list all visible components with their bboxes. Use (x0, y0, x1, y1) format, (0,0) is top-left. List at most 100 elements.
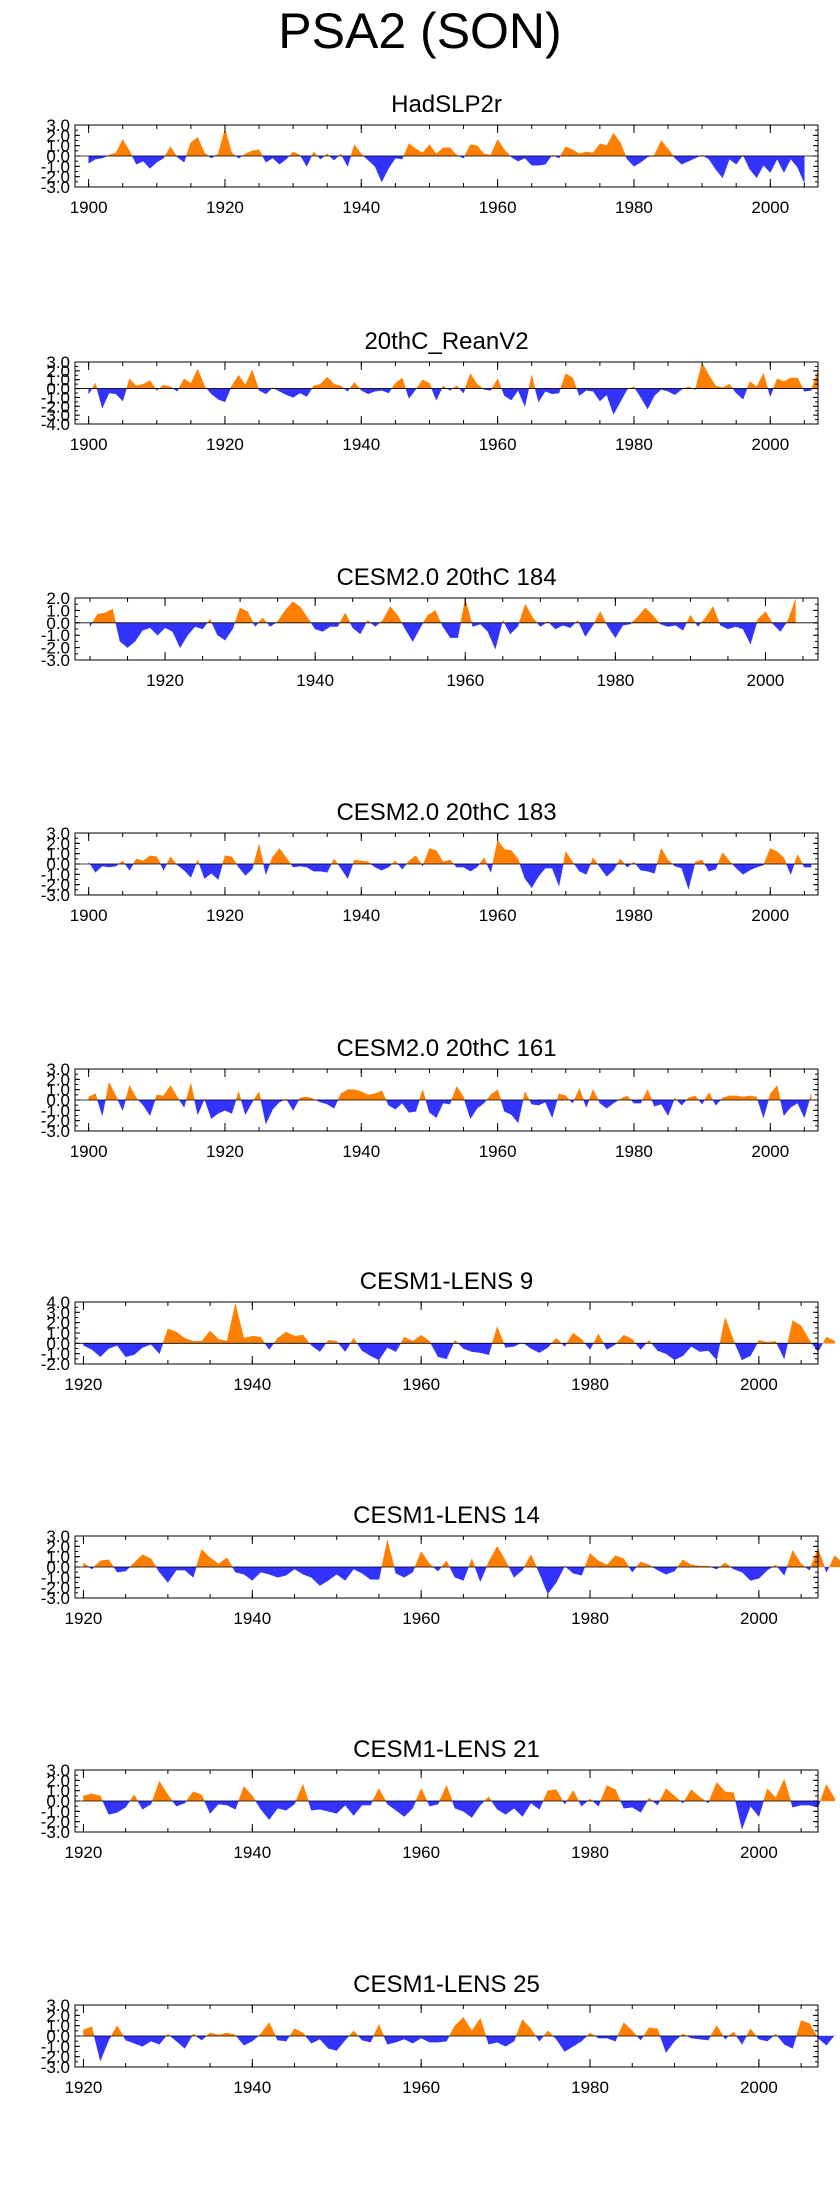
panel-title: CESM1-LENS 14 (353, 1502, 540, 1529)
y-tick-label: -2.0 (41, 397, 70, 416)
panel-title: CESM1-LENS 9 (360, 1268, 533, 1295)
y-tick-label: -2.0 (41, 2048, 70, 2067)
y-tick-label: -3.0 (41, 406, 70, 425)
y-tick-label: 3.0 (46, 353, 70, 372)
x-tick-label: 1920 (65, 2078, 103, 2097)
positive-area-series (88, 1082, 812, 1101)
panel-title: 20thC_ReanV2 (364, 328, 528, 355)
x-tick-label: 1960 (479, 198, 517, 217)
y-tick-label: 3.0 (46, 1527, 70, 1546)
x-tick-label: 1920 (206, 198, 244, 217)
x-tick-label: 2000 (747, 671, 785, 690)
y-tick-label: 1.0 (46, 371, 70, 390)
y-tick-label: 1.0 (46, 1081, 70, 1100)
positive-area-series (91, 362, 819, 389)
y-tick-label: 1.0 (46, 1548, 70, 1567)
y-tick-label: -2.0 (41, 639, 70, 658)
y-tick-label: 1.0 (46, 137, 70, 156)
x-tick-label: 1980 (571, 2078, 609, 2097)
panel-title: HadSLP2r (391, 91, 502, 118)
x-tick-label: 1940 (342, 435, 380, 454)
y-tick-label: 2.0 (46, 589, 70, 608)
y-tick-label: -1.0 (41, 1101, 70, 1120)
x-tick-label: 1900 (70, 435, 108, 454)
y-tick-label: 3.0 (46, 1761, 70, 1780)
figure-title: PSA2 (SON) (278, 3, 562, 59)
x-tick-label: 1940 (233, 2078, 271, 2097)
negative-area-series (97, 1099, 810, 1124)
x-tick-label: 1900 (70, 198, 108, 217)
y-tick-label: 2.0 (46, 1070, 70, 1089)
x-tick-label: 1920 (206, 1142, 244, 1161)
y-tick-label: -3.0 (41, 1823, 70, 1842)
y-tick-label: 2.0 (46, 1771, 70, 1790)
y-tick-label: 1.0 (46, 845, 70, 864)
positive-area-series (83, 1779, 836, 1802)
x-tick-label: 1920 (65, 1375, 103, 1394)
y-tick-label: -1.0 (41, 2037, 70, 2056)
x-tick-label: 1920 (65, 1843, 103, 1862)
x-tick-label: 1960 (479, 906, 517, 925)
y-tick-label: 0.0 (46, 855, 70, 874)
y-tick-label: -3.0 (41, 178, 70, 197)
y-tick-label: 1.0 (46, 1324, 70, 1343)
y-tick-label: -3.0 (41, 1589, 70, 1608)
panel-3: CESM2.0 20thC 184 2.01.00.0-1.0-2.0-3.0 19… (41, 564, 819, 690)
x-tick-label: 2000 (740, 1843, 778, 1862)
positive-area-series (83, 1540, 840, 1568)
y-tick-label: 3.0 (46, 1996, 70, 2015)
x-tick-label: 1960 (479, 435, 517, 454)
y-tick-label: -2.0 (41, 168, 70, 187)
y-tick-label: -2.0 (41, 1813, 70, 1832)
x-tick-label: 1980 (615, 435, 653, 454)
x-tick-label: 1900 (70, 906, 108, 925)
y-tick-label: -2.0 (41, 1579, 70, 1598)
negative-area-series (89, 863, 812, 889)
panel-7: CESM1-LENS 14 3.02.01.00.0-1.0-2.0-3.0192… (41, 1502, 840, 1628)
x-tick-label: 1920 (206, 435, 244, 454)
y-tick-label: 0.0 (46, 614, 70, 633)
y-tick-label: 2.0 (46, 1314, 70, 1333)
panel-title: CESM1-LENS 21 (353, 1736, 540, 1763)
x-tick-label: 1940 (342, 906, 380, 925)
negative-area-series (83, 1343, 824, 1361)
panel-5: CESM2.0 20thC 161 3.02.01.00.0-1.0-2.0-3.… (41, 1035, 819, 1161)
negative-area-series (102, 1800, 821, 1829)
panel-2: 20thC_ReanV2 3.02.01.00.0-1.0-2.0-3.0-4.0… (41, 328, 819, 454)
x-tick-label: 1940 (233, 1375, 271, 1394)
negative-area-series (88, 388, 813, 415)
x-tick-label: 2000 (751, 435, 789, 454)
x-tick-label: 2000 (740, 1375, 778, 1394)
x-tick-label: 1980 (571, 1375, 609, 1394)
y-tick-label: -2.0 (41, 876, 70, 895)
x-tick-label: 1960 (446, 671, 484, 690)
y-tick-label: 0.0 (46, 1792, 70, 1811)
x-tick-label: 1940 (233, 1843, 271, 1862)
x-tick-label: 1920 (65, 1609, 103, 1628)
x-tick-label: 1980 (571, 1609, 609, 1628)
y-tick-label: 2.0 (46, 362, 70, 381)
x-tick-label: 1960 (402, 2078, 440, 2097)
negative-area-series (93, 2035, 835, 2061)
x-tick-label: 1920 (206, 906, 244, 925)
y-tick-label: -1.0 (41, 1802, 70, 1821)
y-tick-label: -1.0 (41, 1568, 70, 1587)
y-tick-label: 3.0 (46, 1060, 70, 1079)
panel-title: CESM2.0 20thC 161 (336, 1035, 556, 1062)
x-tick-label: 1980 (615, 198, 653, 217)
y-tick-label: 1.0 (46, 2017, 70, 2036)
y-tick-label: 2.0 (46, 126, 70, 145)
negative-area-series (88, 1566, 830, 1595)
y-tick-label: 0.0 (46, 380, 70, 399)
panel-title: CESM2.0 20thC 184 (336, 564, 556, 591)
y-tick-label: 0.0 (46, 147, 70, 166)
x-tick-label: 1940 (342, 198, 380, 217)
panel-title: CESM1-LENS 25 (353, 1971, 540, 1998)
y-tick-label: 3.0 (46, 116, 70, 135)
y-tick-label: -1.0 (41, 865, 70, 884)
negative-area-series (88, 155, 805, 183)
positive-area-series (91, 599, 796, 623)
y-tick-label: 3.0 (46, 1303, 70, 1322)
panel-title: CESM2.0 20thC 183 (336, 799, 556, 826)
